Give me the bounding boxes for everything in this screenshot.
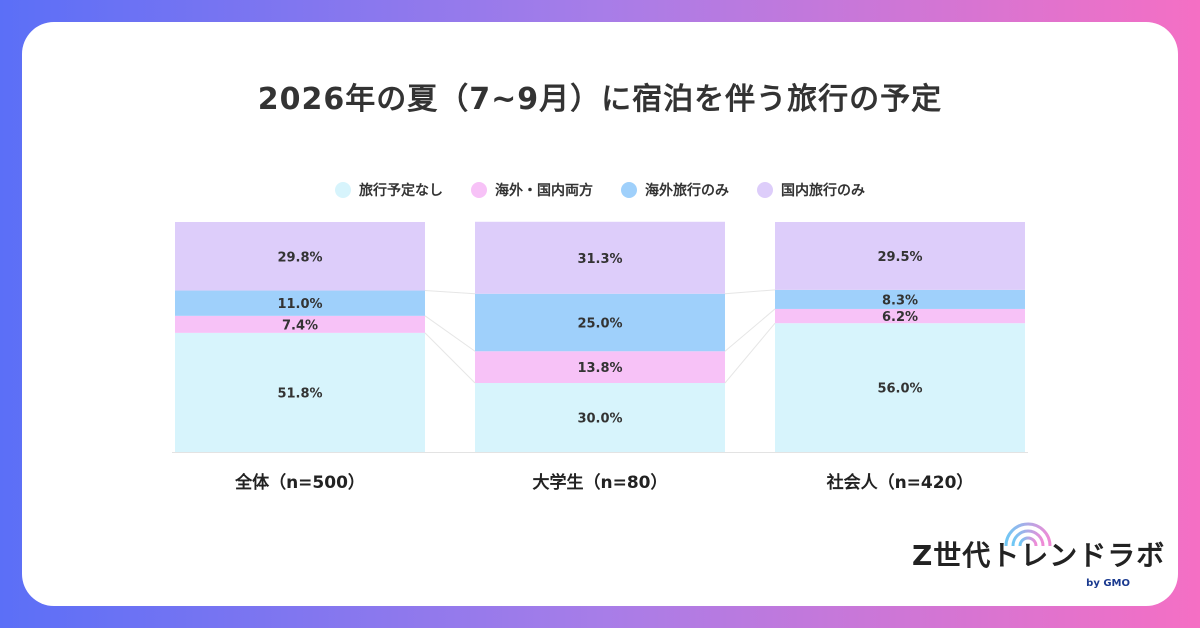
legend-item-domestic: 国内旅行のみ bbox=[757, 180, 865, 200]
brand-logo: Z世代トレンドラボ by GMO bbox=[912, 512, 1164, 592]
connector-line bbox=[724, 308, 776, 352]
chart-card: 2026年の夏（7~9月）に宿泊を伴う旅行の予定 旅行予定なし 海外・国内両方 … bbox=[22, 22, 1178, 606]
connector-line bbox=[724, 289, 776, 295]
data-label: 31.3% bbox=[577, 252, 622, 267]
connector-line bbox=[724, 322, 776, 384]
legend: 旅行予定なし 海外・国内両方 海外旅行のみ 国内旅行のみ bbox=[22, 180, 1178, 200]
legend-swatch bbox=[471, 182, 487, 198]
stacked-bar-chart: 51.8% 7.4% 11.0% 29.8% 全体（n=500） 30.0% 13.8% 25… bbox=[172, 221, 1028, 493]
logo-main-text: Z世代トレンドラボ bbox=[912, 539, 1166, 572]
legend-label: 海外旅行のみ bbox=[645, 183, 729, 199]
data-label: 11.0% bbox=[277, 297, 322, 312]
data-label: 51.8% bbox=[277, 386, 322, 401]
legend-label: 国内旅行のみ bbox=[781, 183, 865, 199]
data-label: 29.8% bbox=[277, 250, 322, 265]
bar-segment bbox=[775, 308, 1025, 324]
connector-line bbox=[424, 332, 476, 384]
category-label: 全体（n=500） bbox=[234, 472, 365, 493]
connector-line bbox=[424, 290, 476, 295]
legend-label: 海外・国内両方 bbox=[495, 183, 593, 199]
data-label: 8.3% bbox=[882, 293, 918, 308]
data-label: 29.5% bbox=[877, 250, 922, 265]
bar-segment bbox=[775, 323, 1025, 452]
bar-segment bbox=[775, 222, 1025, 290]
logo-sub-text: by GMO bbox=[1086, 578, 1130, 589]
legend-swatch bbox=[621, 182, 637, 198]
chart-title: 2026年の夏（7~9月）に宿泊を伴う旅行の予定 bbox=[257, 82, 943, 117]
bar-segment bbox=[475, 293, 725, 352]
data-label: 56.0% bbox=[877, 382, 922, 397]
bar-segment bbox=[475, 221, 725, 294]
data-label: 30.0% bbox=[577, 412, 622, 427]
bar-segment bbox=[175, 222, 425, 291]
data-label: 7.4% bbox=[282, 318, 318, 333]
legend-swatch bbox=[335, 182, 351, 198]
connector-line bbox=[424, 315, 476, 352]
category-label: 大学生（n=80） bbox=[532, 472, 667, 493]
data-label: 13.8% bbox=[577, 361, 622, 376]
legend-item-overseas: 海外旅行のみ bbox=[621, 180, 729, 200]
bar-segment bbox=[475, 383, 725, 452]
bar-segment bbox=[475, 351, 725, 383]
signal-arcs-icon bbox=[1004, 522, 1052, 547]
data-label: 25.0% bbox=[577, 317, 622, 332]
bar-segment bbox=[175, 290, 425, 316]
data-label: 6.2% bbox=[882, 310, 918, 325]
legend-swatch bbox=[757, 182, 773, 198]
legend-item-both: 海外・国内両方 bbox=[471, 180, 593, 200]
category-label: 社会人（n=420） bbox=[826, 472, 974, 493]
legend-item-none: 旅行予定なし bbox=[335, 180, 443, 200]
bar-segment bbox=[775, 289, 1025, 309]
legend-label: 旅行予定なし bbox=[359, 183, 443, 199]
bar-segment bbox=[175, 315, 425, 333]
bar-segment bbox=[175, 332, 425, 452]
